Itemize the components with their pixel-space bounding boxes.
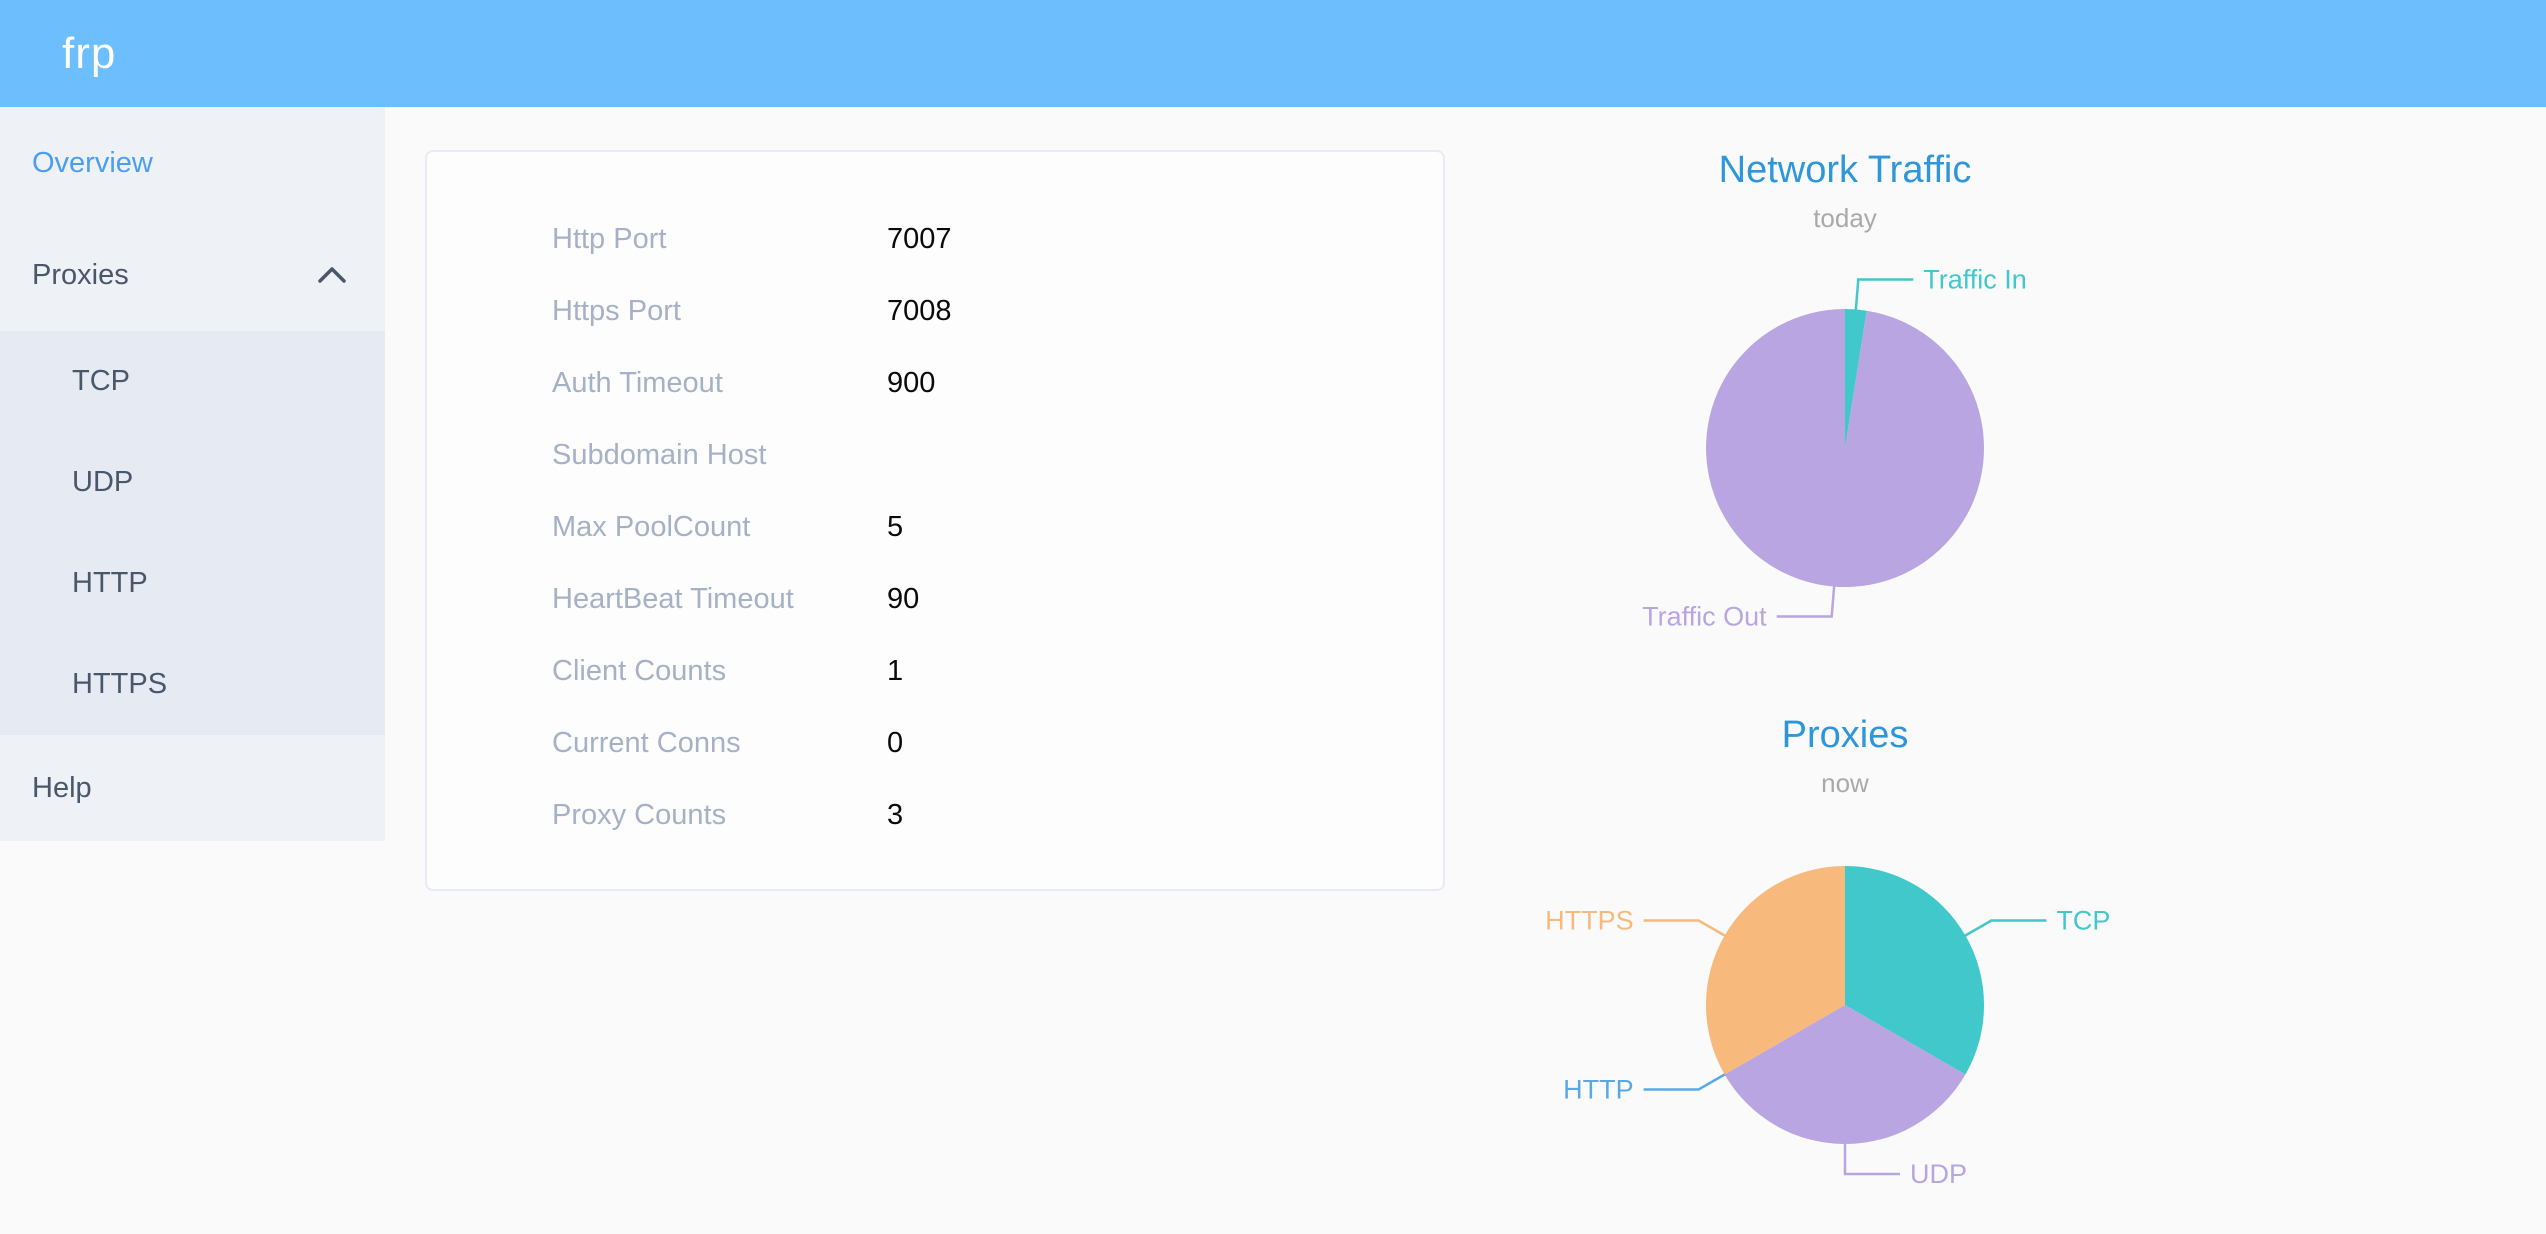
config-label: Subdomain Host — [552, 438, 767, 471]
pie-slice-tcp[interactable] — [1845, 866, 1985, 1075]
config-value: 900 — [887, 366, 936, 399]
pie-label-udp: UDP — [1910, 1159, 1967, 1189]
chart-subtitle: now — [1821, 768, 1869, 798]
proxies-chart: Proxies now TCP UDP HTTP HTTPS — [1545, 714, 2125, 1225]
pie-label-line-http — [1643, 1072, 1727, 1091]
network-traffic-pie[interactable]: Traffic In Traffic Out — [1565, 240, 2125, 640]
sidebar-item-https[interactable]: HTTPS — [0, 634, 385, 735]
pie-label-https: HTTPS — [1545, 906, 1634, 936]
pie-label-line-tcp — [1963, 919, 2047, 938]
config-value: 0 — [887, 726, 904, 759]
pie-label-http: HTTP — [1563, 1075, 1634, 1105]
sidebar-item-http[interactable]: HTTP — [0, 533, 385, 634]
config-value: 7007 — [887, 222, 952, 255]
chart-title: Proxies — [1781, 714, 1909, 756]
pie-label-traffic-in: Traffic In — [1923, 265, 2027, 295]
config-label: Https Port — [552, 294, 681, 327]
sidebar-item-label: UDP — [72, 466, 134, 498]
config-row-heartbeat-timeout: HeartBeat Timeout 90 — [427, 563, 1443, 635]
server-info-card: Http Port 7007 Https Port 7008 Auth Time… — [425, 150, 1445, 891]
config-value: 1 — [887, 654, 904, 687]
config-row-auth-timeout: Auth Timeout 900 — [427, 347, 1443, 419]
config-label: Proxy Counts — [552, 798, 727, 831]
pie-label-line-traffic-out — [1776, 585, 1836, 618]
config-label: Http Port — [552, 222, 667, 255]
sidebar-item-overview[interactable]: Overview — [0, 107, 385, 219]
config-label: Client Counts — [552, 654, 727, 687]
pie-slice-traffic-out[interactable] — [1706, 309, 1985, 587]
sidebar-item-label: HTTP — [72, 567, 148, 599]
sidebar-item-help[interactable]: Help — [0, 735, 385, 841]
pie-label-tcp: TCP — [2056, 906, 2110, 936]
config-row-current-conns: Current Conns 0 — [427, 707, 1443, 779]
proxies-submenu: TCP UDP HTTP HTTPS — [0, 331, 385, 735]
chart-title: Network Traffic — [1718, 149, 1972, 191]
config-row-client-counts: Client Counts 1 — [427, 635, 1443, 707]
pie-slice-traffic-in[interactable] — [1845, 309, 1867, 448]
app-logo: frp — [62, 28, 117, 78]
pie-label-traffic-out: Traffic Out — [1642, 602, 1767, 632]
sidebar-item-label: Help — [32, 771, 92, 804]
proxies-pie[interactable]: TCP UDP HTTP HTTPS — [1545, 805, 2125, 1225]
config-row-max-poolcount: Max PoolCount 5 — [427, 491, 1443, 563]
sidebar-item-udp[interactable]: UDP — [0, 432, 385, 533]
config-value: 90 — [887, 582, 920, 615]
config-label: Max PoolCount — [552, 510, 751, 543]
config-row-http-port: Http Port 7007 — [427, 203, 1443, 275]
pie-label-line-https — [1643, 919, 1727, 938]
sidebar-item-tcp[interactable]: TCP — [0, 331, 385, 432]
network-traffic-chart: Network Traffic today Traffic In Traffic … — [1565, 150, 2125, 640]
config-row-https-port: Https Port 7008 — [427, 275, 1443, 347]
sidebar-item-label: Overview — [32, 146, 153, 179]
config-value: 3 — [887, 798, 904, 831]
app-header: frp — [0, 0, 2546, 107]
pie-label-line-traffic-in — [1854, 278, 1914, 311]
sidebar-item-label: Proxies — [32, 258, 129, 291]
config-row-subdomain-host: Subdomain Host — [427, 419, 1443, 491]
config-value: 5 — [887, 510, 904, 543]
config-value: 7008 — [887, 294, 952, 327]
pie-slice-https[interactable] — [1705, 866, 1845, 1075]
config-label: HeartBeat Timeout — [552, 582, 794, 615]
config-row-proxy-counts: Proxy Counts 3 — [427, 779, 1443, 851]
sidebar-item-label: TCP — [72, 365, 130, 397]
sidebar: Overview Proxies TCP UDP HTTP HTTPS Help — [0, 107, 385, 841]
config-label: Current Conns — [552, 726, 741, 759]
pie-slice-udp[interactable] — [1724, 1005, 1966, 1145]
sidebar-item-label: HTTPS — [72, 668, 168, 700]
sidebar-item-proxies[interactable]: Proxies — [0, 219, 385, 331]
chart-subtitle: today — [1813, 203, 1877, 233]
chevron-up-icon[interactable] — [317, 266, 347, 284]
pie-label-line-udp — [1843, 1143, 1900, 1176]
config-label: Auth Timeout — [552, 366, 723, 399]
